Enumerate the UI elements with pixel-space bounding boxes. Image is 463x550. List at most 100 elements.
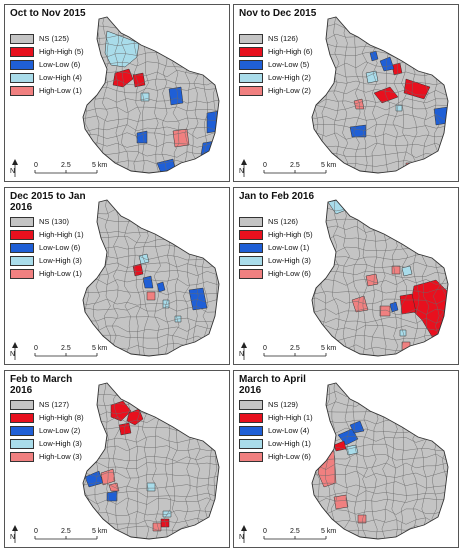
ward-boundary (83, 316, 219, 323)
ward-boundary (83, 325, 219, 333)
north-label: N (239, 351, 244, 358)
north-arrow-icon (12, 159, 18, 177)
panel-title: Dec 2015 to Jan 2016 (10, 191, 86, 213)
ward-boundary (83, 509, 219, 516)
cluster-high-high (403, 78, 431, 100)
ward-boundary (313, 383, 320, 539)
legend-label: High-High (5) (39, 47, 84, 56)
cluster-low-high (365, 70, 379, 84)
legend-label: Low-Low (1) (268, 243, 310, 252)
map-panel: Feb to March 2016 NS (127) High-High (8) Lo… (4, 370, 230, 548)
legend-label: NS (125) (39, 34, 70, 43)
scale-tick-label: 5 km (321, 162, 336, 169)
cluster-high-low (357, 514, 367, 524)
ward-boundary (312, 508, 448, 515)
ward-boundary (83, 305, 219, 313)
legend-swatch (10, 243, 34, 253)
ward-boundary (312, 142, 448, 150)
ward-boundary (83, 200, 89, 356)
ward-boundary (312, 481, 448, 489)
legend-swatch (10, 86, 34, 96)
map-panel: Dec 2015 to Jan 2016 NS (130) High-High (1… (4, 187, 230, 365)
cluster-high-high (132, 72, 146, 88)
scale-bar: N 0 2.5 5 km (239, 159, 336, 177)
north-arrow-icon (241, 159, 247, 177)
city-boundary (311, 16, 449, 174)
ward-boundary (312, 498, 448, 504)
legend-label: High-Low (6) (268, 452, 311, 461)
city-boundary (311, 199, 449, 357)
legend-label: High-Low (6) (268, 269, 311, 278)
scale-tick-label: 0 (263, 345, 267, 352)
legend-label: Low-High (4) (39, 73, 82, 82)
ward-boundary (83, 124, 219, 132)
cluster-high-low (365, 273, 379, 287)
ward-boundary (312, 288, 448, 294)
scale-tick-label: 2.5 (290, 345, 300, 352)
panel-title: Oct to Nov 2015 (10, 8, 86, 19)
legend-swatch (10, 256, 34, 266)
legend-swatch (10, 452, 34, 462)
ward-boundary (312, 88, 448, 96)
cluster-high-low (351, 295, 369, 313)
ward-boundary (83, 482, 219, 490)
ward-boundary (83, 115, 219, 123)
scale-tick-label: 0 (34, 162, 38, 169)
legend-swatch (239, 269, 263, 279)
legend-swatch (10, 400, 34, 410)
city-boundary (82, 16, 220, 174)
legend-label: Low-Low (6) (39, 60, 81, 69)
legend-label: NS (130) (39, 217, 70, 226)
cluster-high-high (118, 422, 132, 436)
ward-boundary (342, 17, 349, 173)
legend-swatch (239, 439, 263, 449)
legend-swatch (239, 60, 263, 70)
panel-title: March to April 2016 (239, 374, 306, 396)
ward-boundary (114, 17, 121, 173)
legend-label: Low-High (3) (39, 439, 82, 448)
cluster-low-high (146, 482, 156, 492)
map-panel: Jan to Feb 2016 NS (126) High-High (5) Low-… (233, 187, 459, 365)
north-label: N (10, 351, 15, 358)
cluster-high-high (110, 400, 132, 422)
ward-boundary (102, 383, 110, 539)
legend-label: High-High (8) (39, 413, 84, 422)
cluster-high-low (146, 291, 156, 301)
ward-boundary (333, 17, 340, 173)
legend-label: High-High (5) (268, 230, 313, 239)
legend-swatch (10, 47, 34, 57)
legend-swatch (239, 243, 263, 253)
city-map (82, 16, 220, 174)
cluster-high-low (353, 98, 365, 110)
legend-label: Low-Low (6) (39, 243, 81, 252)
scale-tick-label: 0 (34, 345, 38, 352)
north-label: N (10, 534, 15, 541)
legend-swatch (239, 400, 263, 410)
map-panel: Oct to Nov 2015 NS (125) High-High (5) Low-… (4, 4, 230, 182)
ward-boundary (111, 200, 119, 356)
ward-boundary (124, 200, 132, 356)
scale-tick-label: 5 km (92, 528, 107, 535)
legend-label: Low-High (3) (39, 256, 82, 265)
scale-bar: N 0 2.5 5 km (10, 525, 107, 543)
legend-label: High-High (6) (268, 47, 313, 56)
ward-boundary (101, 17, 109, 173)
ward-boundary (83, 383, 90, 539)
ward-boundary (353, 17, 361, 173)
city-boundary (311, 382, 449, 540)
legend-label: Low-Low (4) (268, 426, 310, 435)
cluster-high-low (379, 305, 391, 317)
legend-swatch (10, 73, 34, 83)
ward-boundary (83, 497, 219, 505)
scale-bar: N 0 2.5 5 km (239, 342, 336, 360)
legend-swatch (10, 34, 34, 44)
legend-swatch (239, 73, 263, 83)
city-map (311, 199, 449, 357)
legend-swatch (10, 269, 34, 279)
city-boundary (82, 382, 220, 540)
cluster-high-high (126, 408, 144, 426)
cluster-low-low (136, 130, 148, 144)
legend-label: Low-High (1) (268, 439, 311, 448)
cluster-low-low (106, 490, 118, 502)
north-label: N (239, 534, 244, 541)
